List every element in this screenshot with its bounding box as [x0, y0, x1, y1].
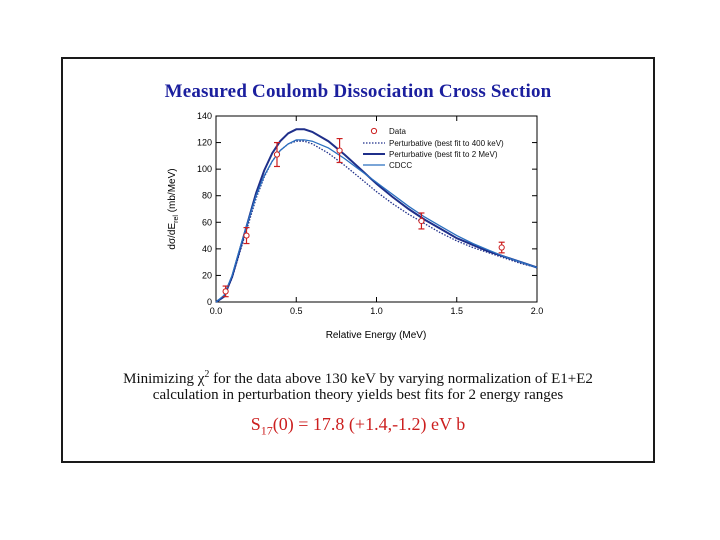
slide-frame: Measured Coulomb Dissociation Cross Sect…: [61, 57, 655, 463]
legend-label-series-2: Perturbative (best fit to 2 MeV): [389, 150, 498, 159]
y-tick-labels: 0 20 40 60 80 100 120 140: [197, 111, 212, 307]
y-tick-label: 140: [197, 111, 212, 121]
series-line-3: [215, 139, 538, 303]
result-line: S17(0) = 17.8 (+1.4,-1.2) eV b: [250, 414, 466, 438]
data-point: [498, 244, 505, 251]
slide-title: Measured Coulomb Dissociation Cross Sect…: [164, 81, 552, 102]
description-text: Minimizing χ2 for the data above 130 keV…: [63, 367, 653, 403]
legend-label-data: Data: [389, 127, 406, 136]
data-point: [222, 288, 229, 295]
axis-ticks: [215, 115, 538, 303]
x-tick-labels: 0.0 0.5 1.0 1.5 2.0: [210, 306, 544, 316]
y-tick-label: 0: [207, 297, 212, 307]
x-tick-label: 1.5: [450, 306, 463, 316]
data-point: [273, 151, 281, 158]
x-axis-label: Relative Energy (MeV): [326, 330, 427, 341]
legend-label-series-3: CDCC: [389, 161, 412, 170]
data-point: [336, 147, 343, 154]
description-line-2: calculation in perturbation theory yield…: [152, 387, 564, 403]
y-axis-label: dσ/dErel (mb/MeV): [167, 168, 180, 249]
x-tick-label: 0.5: [290, 306, 303, 316]
x-tick-label: 1.0: [370, 306, 383, 316]
y-tick-label: 120: [197, 138, 212, 148]
y-tick-label: 40: [202, 244, 212, 254]
curves: [215, 128, 538, 303]
x-tick-label: 0.0: [210, 306, 223, 316]
y-tick-label: 80: [202, 191, 212, 201]
x-tick-label: 2.0: [531, 306, 544, 316]
data-point: [418, 217, 425, 225]
y-tick-label: 60: [202, 217, 212, 227]
y-tick-label: 100: [197, 164, 212, 174]
chi-symbol: χ: [197, 371, 205, 387]
data-point: [243, 232, 250, 239]
legend: Data Perturbative (best fit to 400 keV) …: [363, 127, 504, 170]
legend-label-series-1: Perturbative (best fit to 400 keV): [389, 139, 504, 148]
data-points: [222, 137, 505, 298]
legend-marker-data: [370, 127, 378, 135]
y-tick-label: 20: [202, 270, 212, 280]
chi-exponent: 2: [204, 369, 210, 380]
chart: 0.0 0.5 1.0 1.5 2.0 0 20 40 60 80 100 120 140 Relat…: [167, 111, 544, 341]
description-line-1: Minimizing χ2 for the data above 130 keV…: [123, 369, 593, 387]
